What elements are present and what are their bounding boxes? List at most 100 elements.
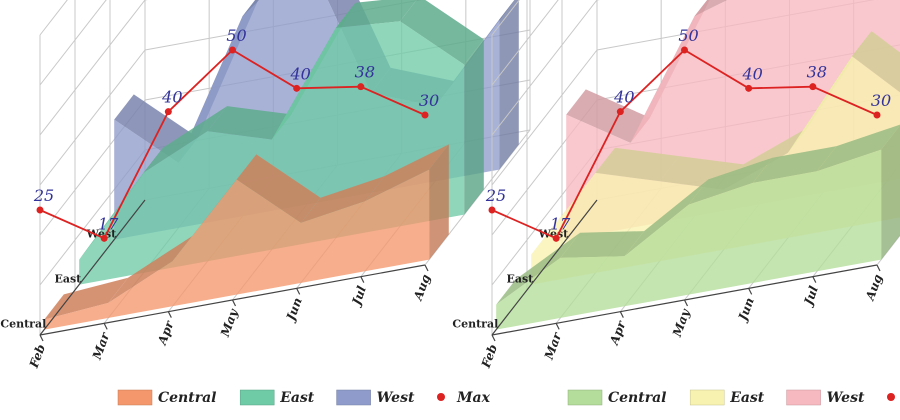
gridline-side-horizontal bbox=[491, 0, 559, 86]
x-tick-label-mar: Mar bbox=[541, 329, 564, 362]
x-tick-label-mar: Mar bbox=[89, 329, 112, 362]
x-tick bbox=[296, 288, 301, 295]
depth-axis bbox=[491, 199, 598, 336]
legend-label-central: Central bbox=[158, 390, 216, 406]
max-point bbox=[873, 111, 881, 119]
gridline-side-horizontal bbox=[491, 0, 520, 36]
x-tick bbox=[39, 334, 44, 342]
max-point-label: 40 bbox=[613, 88, 634, 107]
x-tick-label-feb: Feb bbox=[478, 342, 500, 370]
depth-axis bbox=[39, 199, 146, 336]
legend-swatch-west bbox=[336, 389, 371, 406]
depth-label-central: Central bbox=[452, 317, 498, 330]
depth-label-west: West bbox=[538, 227, 570, 240]
series-group bbox=[44, 0, 519, 330]
max-point bbox=[36, 206, 44, 214]
max-point-label: 30 bbox=[419, 91, 439, 110]
gridline-side-horizontal bbox=[39, 0, 68, 36]
legend-label-west: West bbox=[377, 390, 415, 406]
gridline-side-horizontal bbox=[39, 0, 107, 86]
series-cap-central bbox=[429, 144, 449, 260]
max-point bbox=[488, 206, 496, 214]
x-tick-label-jul: Jul bbox=[801, 284, 821, 309]
series-top-central bbox=[624, 179, 709, 257]
series-top-central bbox=[752, 146, 837, 183]
max-point-label: 40 bbox=[161, 88, 182, 107]
legend-swatch-east bbox=[689, 389, 725, 406]
depth-label-east: East bbox=[506, 272, 534, 285]
x-tick bbox=[231, 299, 237, 307]
x-tick-label-jun: Jun bbox=[735, 296, 757, 324]
max-point bbox=[809, 83, 817, 91]
x-tick bbox=[555, 323, 560, 330]
x-tick bbox=[812, 276, 817, 283]
series-top-west bbox=[694, 0, 728, 17]
max-point bbox=[421, 111, 429, 119]
x-tick bbox=[748, 288, 753, 295]
max-series: 25 17 40 50 40 38 30 bbox=[33, 26, 439, 242]
x-tick bbox=[103, 323, 108, 330]
series-area-central bbox=[44, 169, 430, 330]
series-top-east bbox=[852, 31, 900, 93]
max-point bbox=[164, 108, 172, 116]
max-point bbox=[229, 46, 236, 54]
legend-label-east: East bbox=[279, 390, 315, 406]
max-point bbox=[100, 234, 108, 242]
legend-swatch-east bbox=[239, 389, 275, 406]
series-cap-west bbox=[499, 0, 519, 170]
gridline-side-horizontal bbox=[491, 49, 598, 186]
x-tick bbox=[360, 276, 365, 283]
x-tick-label-jul: Jul bbox=[349, 284, 369, 309]
legend-swatch-west bbox=[786, 389, 821, 406]
max-point bbox=[681, 46, 688, 54]
series-top-central bbox=[817, 124, 900, 172]
gridline-side-horizontal bbox=[491, 0, 598, 136]
x-tick-label-apr: Apr bbox=[155, 318, 177, 348]
legend-swatch-central bbox=[567, 389, 603, 406]
max-point bbox=[552, 234, 560, 242]
max-series: 25 17 40 50 40 38 30 bbox=[485, 26, 891, 242]
max-point-label: 17 bbox=[550, 214, 571, 233]
series-top-central bbox=[496, 232, 580, 305]
legend-swatch-max bbox=[887, 393, 895, 401]
gridline-side-horizontal bbox=[39, 0, 146, 136]
series-top-central bbox=[236, 154, 321, 223]
series-top-east bbox=[531, 147, 615, 255]
legend-label-west: West bbox=[827, 390, 865, 406]
gridline-floor bbox=[876, 234, 900, 266]
x-tick-label-jun: Jun bbox=[283, 296, 305, 324]
x-tick bbox=[683, 299, 689, 307]
series-top-central bbox=[108, 236, 193, 303]
gridline-side-horizontal bbox=[39, 49, 146, 186]
series-top-east bbox=[335, 0, 417, 28]
depth-label-east: East bbox=[54, 272, 82, 285]
legend-label-max: Max bbox=[456, 390, 491, 406]
x-tick bbox=[424, 264, 429, 272]
max-point-label: 17 bbox=[98, 214, 119, 233]
legend: Central East West Max bbox=[117, 389, 491, 406]
x-tick bbox=[619, 311, 624, 318]
max-point-label: 25 bbox=[485, 186, 506, 205]
max-point-label: 38 bbox=[355, 63, 375, 82]
max-point-label: 50 bbox=[678, 26, 698, 45]
series-top-east bbox=[207, 106, 292, 140]
series-group bbox=[496, 0, 900, 330]
gridline-floor bbox=[424, 129, 531, 266]
series-top-east bbox=[595, 147, 680, 182]
series-top-central bbox=[688, 157, 773, 205]
x-tick-label-may: May bbox=[670, 306, 693, 339]
depth-label-west: West bbox=[86, 227, 118, 240]
max-point bbox=[745, 84, 753, 92]
legend-label-central: Central bbox=[608, 390, 666, 406]
chart-left: Feb Mar Apr May Jun Jul Aug Central East West 25 17… bbox=[0, 0, 531, 406]
series-cap-central bbox=[881, 125, 900, 260]
x-tick bbox=[876, 264, 881, 272]
series-top-west bbox=[242, 0, 260, 17]
legend-label-east: East bbox=[729, 390, 765, 406]
series-top-central bbox=[560, 231, 645, 258]
depth-label-central: Central bbox=[0, 317, 46, 330]
x-tick-label-apr: Apr bbox=[607, 318, 629, 348]
series-top-central bbox=[172, 154, 257, 262]
